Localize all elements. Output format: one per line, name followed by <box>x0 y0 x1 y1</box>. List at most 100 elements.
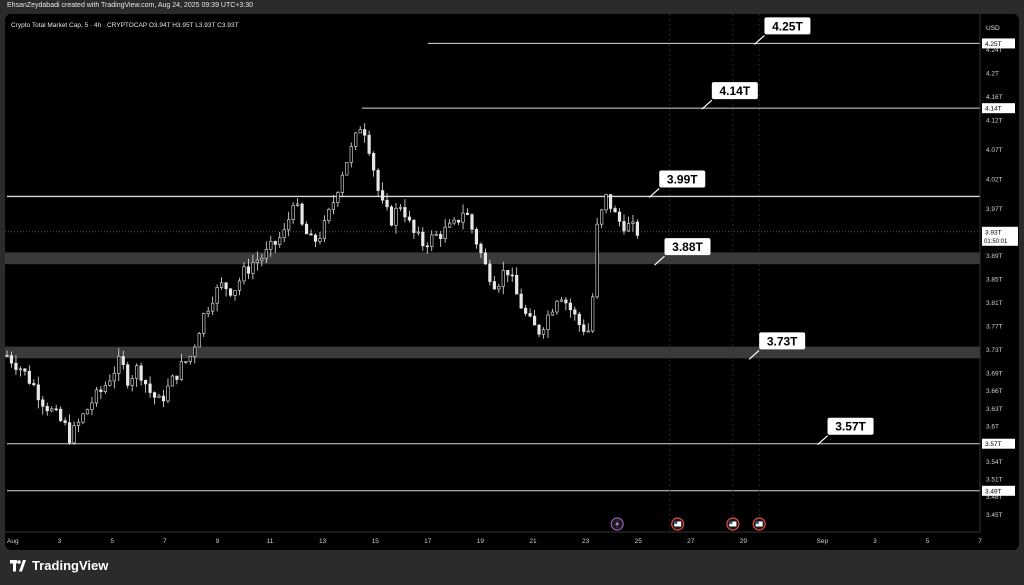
callout-box <box>711 82 758 100</box>
candles-layer <box>5 123 640 445</box>
level-callout: 4.25T <box>754 17 811 45</box>
candle-body <box>376 169 380 191</box>
candle-body <box>586 330 590 333</box>
callout-label: 4.25T <box>772 19 803 33</box>
time-tick-label: 5 <box>110 538 114 545</box>
callout-box <box>659 170 706 188</box>
candle-body <box>260 257 264 261</box>
candle-body <box>595 223 599 298</box>
candle-body <box>506 270 510 276</box>
candle-body <box>600 209 604 225</box>
candle-body <box>483 252 487 265</box>
candle-body <box>331 202 335 210</box>
chart-panel[interactable]: 4.25T 4.14T 3.99T 3.57T 3.88T 3.73T USD 4.24T 4… <box>5 14 1019 550</box>
candle-body <box>488 263 492 282</box>
flag-canton <box>674 521 678 524</box>
candle-body <box>439 233 443 239</box>
candle-body <box>148 383 152 393</box>
candle-body <box>206 310 210 314</box>
flag-glyph <box>729 521 737 527</box>
candle-body <box>613 208 617 213</box>
candle-body <box>479 243 483 254</box>
time-tick-label: 7 <box>978 538 982 545</box>
candle-body <box>622 221 626 232</box>
time-tick-label: 29 <box>740 538 748 545</box>
price-tag-box <box>982 38 1015 49</box>
candle-body <box>608 194 613 209</box>
callout-box <box>827 417 874 435</box>
candle-body <box>157 395 161 398</box>
lightning-icon[interactable] <box>610 517 624 531</box>
current-price-box <box>982 226 1018 246</box>
candle-body <box>363 129 367 136</box>
tradingview-logo[interactable]: TradingView <box>10 558 108 573</box>
candle-body <box>224 282 228 290</box>
time-tick-label: 3 <box>58 538 62 545</box>
candle-body <box>300 203 304 225</box>
candle-body <box>32 383 36 386</box>
candle-body <box>179 361 183 380</box>
candle-body <box>421 231 425 247</box>
price-tag: 4.14T <box>982 103 1015 114</box>
flag-glyph <box>674 521 682 527</box>
footer: TradingView <box>0 550 1024 585</box>
level-callout: 3.73T <box>748 332 806 360</box>
tradingview-logo-icon <box>10 559 26 571</box>
candle-body <box>278 237 282 245</box>
candle-body <box>152 392 157 398</box>
us-flag-icon[interactable] <box>671 517 685 531</box>
callout-pointer <box>748 349 760 360</box>
us-flag-icon[interactable] <box>726 517 740 531</box>
time-tick-label: Sep <box>817 538 829 545</box>
candle-body <box>304 223 309 235</box>
candle-body <box>166 385 170 402</box>
candle-body <box>63 420 67 423</box>
callout-box <box>764 17 811 35</box>
candle-body <box>211 302 215 312</box>
price-tag-box <box>982 485 1015 496</box>
candle-body <box>202 313 206 334</box>
candle-body <box>394 208 398 226</box>
us-flag-icon[interactable] <box>752 517 766 531</box>
callout-pointer <box>817 435 828 446</box>
flag-glyph <box>755 521 763 527</box>
price-tick-label: 3.69T <box>986 371 1003 378</box>
candle-body <box>524 307 528 314</box>
candle-body <box>273 241 277 245</box>
candle-body <box>255 259 259 264</box>
callout-pointer <box>701 99 713 110</box>
time-tick-label: 19 <box>477 538 485 545</box>
time-tick-label: 5 <box>926 538 930 545</box>
candle-body <box>76 421 81 426</box>
callout-label: 4.14T <box>719 84 750 98</box>
candle-body <box>407 216 411 221</box>
symbol-legend: Crypto Total Market Cap, 5 · 4h · CRYPTO… <box>11 22 239 29</box>
price-tick-label: 4.2T <box>986 70 999 77</box>
candle-body <box>591 296 595 332</box>
price-tick-label: 4.02T <box>986 176 1003 183</box>
candle-body <box>90 402 94 410</box>
candle-body <box>528 313 532 317</box>
candle-body <box>340 174 344 193</box>
price-tick-label: 4.24T <box>986 47 1003 54</box>
candle-body <box>372 153 376 171</box>
price-tag-label: 3.57T <box>985 441 1002 448</box>
candle-body <box>550 311 555 316</box>
time-tick-label: 11 <box>267 538 274 545</box>
time-tick-label: 27 <box>687 538 695 545</box>
lightning-glyph <box>615 520 620 528</box>
callout-pointer <box>754 34 765 45</box>
candle-body <box>398 207 403 209</box>
current-price-label: 3.93T <box>985 229 1002 236</box>
brand-name: TradingView <box>32 558 109 573</box>
candle-body <box>345 162 349 176</box>
support-zone <box>5 346 980 359</box>
candle-body <box>291 205 295 220</box>
current-price-tag: 3.93T 01:50:01 <box>982 226 1018 246</box>
candle-body <box>99 389 103 392</box>
candle-body <box>626 223 631 232</box>
candle-body <box>161 395 166 402</box>
candle-body <box>237 280 242 291</box>
candle-body <box>497 286 501 290</box>
